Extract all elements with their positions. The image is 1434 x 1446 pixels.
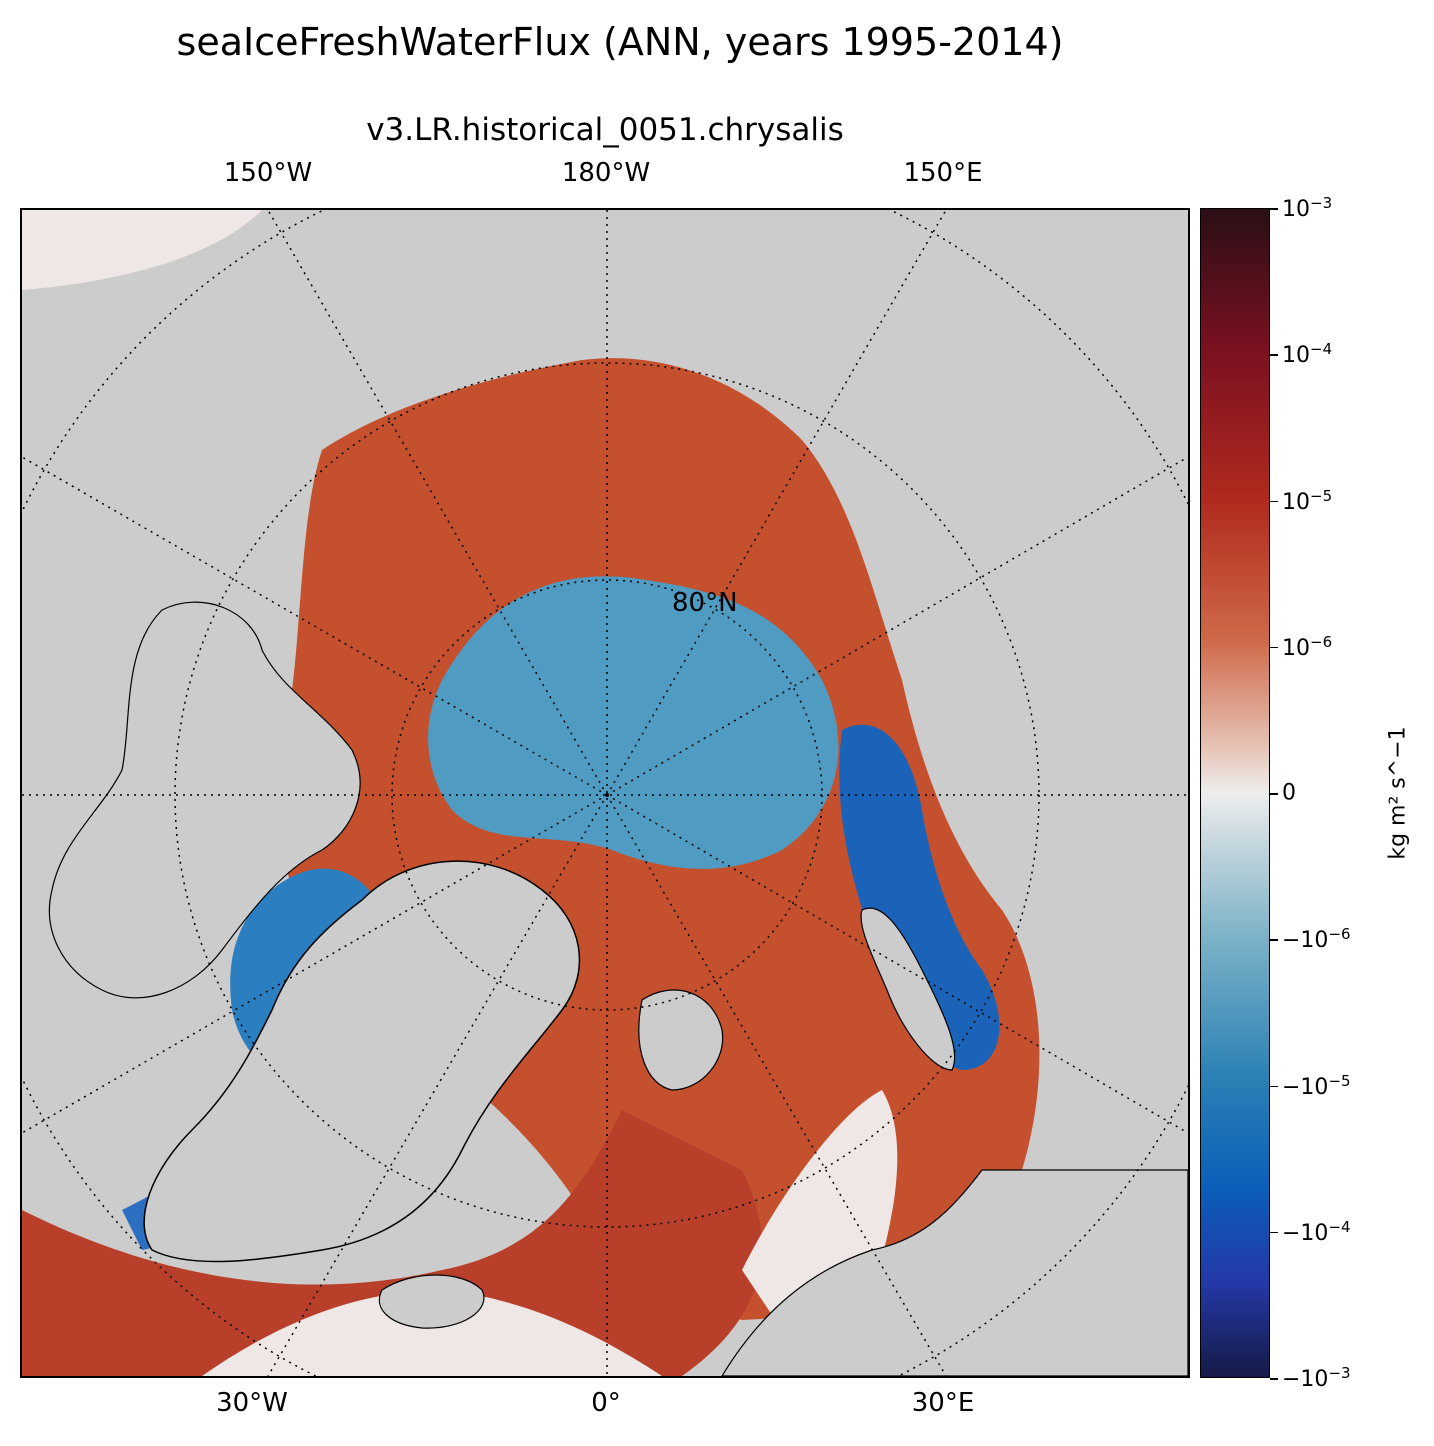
figure-subtitle: v3.LR.historical_0051.chrysalis [366,112,844,148]
lon-label-30w: 30°W [216,1388,288,1418]
colorbar-tick-label: −10−4 [1282,1217,1351,1246]
lon-label-180w: 180°W [561,158,651,188]
colorbar-tick-mark [1270,1231,1278,1234]
colorbar-tick-label: 10−6 [1282,632,1333,661]
colorbar-tick-label: 0 [1282,780,1296,806]
colorbar-tick-mark [1270,793,1278,795]
colorbar-tick-label: −10−5 [1282,1071,1351,1100]
colorbar-tick-label: 10−5 [1282,486,1333,515]
colorbar-tick-label: −10−6 [1282,925,1351,954]
greenland-landmass [143,860,581,1263]
sea-ice-negative-central [428,576,839,869]
map-svg [22,210,1188,1376]
colorbar-tick-mark [1270,646,1278,649]
colorbar-tick-label: −10−3 [1282,1363,1351,1393]
lon-label-150e: 150°E [903,158,983,188]
lon-label-30e: 30°E [911,1388,975,1418]
ocean-positive-atlantic [22,1110,762,1376]
canadian-archipelago [48,601,361,999]
iceland-landmass [378,1274,485,1329]
lon-label-0: 0° [591,1388,621,1418]
novaya-zemlya-landmass [860,907,956,1071]
colorbar-tick-mark [1270,939,1278,941]
figure-title: seaIceFreshWaterFlux (ANN, years 1995-20… [176,20,1064,64]
colorbar-tick-mark [1270,354,1278,356]
colorbar-label: kg m² s^−1 [1385,726,1411,860]
colorbar-tick-mark [1270,1085,1278,1087]
svalbard-landmass [638,989,724,1091]
colorbar-tick-label: 10−4 [1282,340,1333,369]
colorbar-tick-label: 10−3 [1282,193,1333,223]
graticule [22,210,1188,1376]
lat-label-80n: 80°N [672,588,738,618]
colorbar-tick-mark [1270,500,1278,502]
polar-map: 80°N [20,208,1190,1378]
ocean-near-zero-region [22,210,898,1376]
sea-ice-strong-negative-kara [839,724,1000,1070]
colorbar-tick-mark [1270,208,1278,210]
colorbar [1200,208,1270,1378]
lon-label-150w: 150°W [223,158,313,188]
colorbar-tick-mark [1270,1378,1278,1380]
